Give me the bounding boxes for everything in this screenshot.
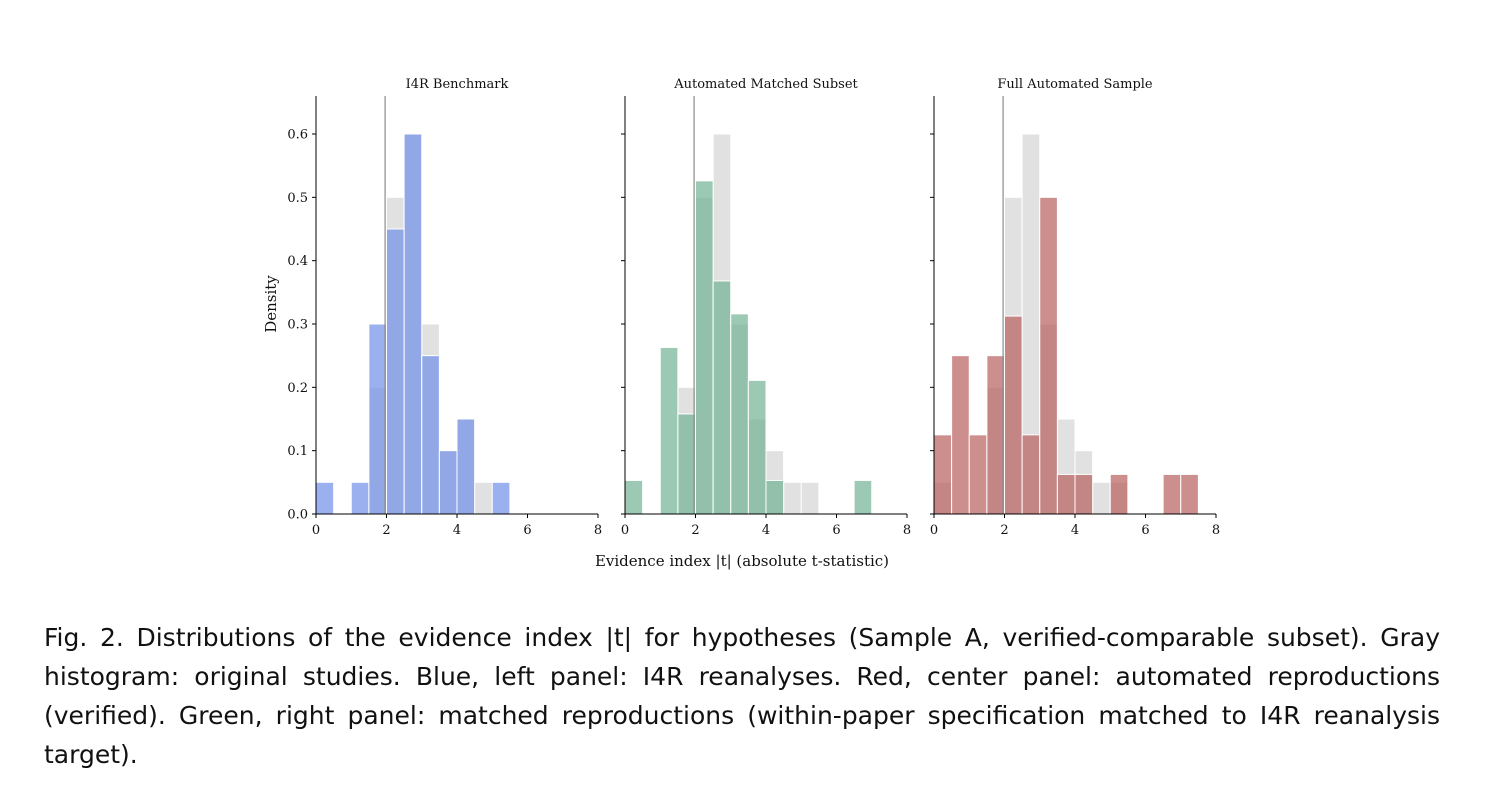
reproduction-bar xyxy=(747,379,767,515)
figure-caption: Fig. 2. Distributions of the evidence in… xyxy=(44,618,1440,774)
caption-text: Distributions of the evidence index |t| … xyxy=(44,623,1448,769)
reproduction-bar xyxy=(968,434,988,515)
y-tick-label: 0.5 xyxy=(287,191,308,206)
reproduction-bar xyxy=(456,418,476,515)
x-tick-label: 6 xyxy=(832,523,840,538)
x-tick-label: 8 xyxy=(1212,523,1220,538)
reproduction-bar xyxy=(315,481,335,515)
reproduction-bar xyxy=(403,133,423,515)
reproduction-bar xyxy=(677,413,696,515)
reproduction-bar xyxy=(951,355,970,515)
x-axis-label: Evidence index |t| (absolute t-statistic… xyxy=(595,552,889,570)
x-tick-label: 2 xyxy=(691,523,699,538)
histogram-figure: Density Evidence index |t| (absolute t-s… xyxy=(262,77,1220,570)
caption-label: Fig. 2. xyxy=(44,623,124,652)
x-tick-label: 8 xyxy=(594,523,602,538)
x-tick-label: 0 xyxy=(312,523,320,538)
reproduction-bar xyxy=(386,228,405,515)
panel-title: Full Automated Sample xyxy=(997,77,1153,92)
reproduction-bar xyxy=(730,313,749,515)
reproduction-bar xyxy=(765,479,785,515)
x-tick-label: 4 xyxy=(762,523,770,538)
original-bar xyxy=(1092,481,1111,515)
original-bar xyxy=(800,481,820,515)
y-tick-label: 0.0 xyxy=(287,508,308,523)
y-tick-label: 0.4 xyxy=(287,254,308,269)
reproduction-bar xyxy=(712,280,732,515)
panel-title: I4R Benchmark xyxy=(406,77,509,92)
y-tick-label: 0.6 xyxy=(287,128,308,143)
reproduction-bar xyxy=(1180,473,1199,515)
reproduction-bar xyxy=(1056,473,1076,515)
reproduction-bar xyxy=(853,479,873,515)
reproduction-bar xyxy=(1162,473,1182,515)
reproduction-bar xyxy=(659,346,679,515)
reproduction-bar xyxy=(350,481,370,515)
reproduction-bar xyxy=(438,450,458,515)
reproduction-bar xyxy=(421,355,440,515)
original-bar xyxy=(474,481,493,515)
reproduction-bar xyxy=(1109,473,1129,515)
reproduction-bar xyxy=(368,323,387,515)
x-tick-label: 2 xyxy=(382,523,390,538)
reproduction-bar xyxy=(1074,473,1094,515)
x-tick-label: 0 xyxy=(930,523,938,538)
reproduction-bar xyxy=(624,479,644,515)
x-tick-label: 2 xyxy=(1000,523,1008,538)
reproduction-bar xyxy=(1021,434,1041,515)
y-axis-label: Density xyxy=(262,275,280,333)
reproduction-bar xyxy=(1004,315,1023,515)
y-tick-label: 0.1 xyxy=(287,444,308,459)
reproduction-bar xyxy=(1039,196,1058,515)
panel-title: Automated Matched Subset xyxy=(673,77,858,92)
y-tick-label: 0.3 xyxy=(287,318,308,333)
y-tick-label: 0.2 xyxy=(287,381,308,396)
x-tick-label: 6 xyxy=(1141,523,1149,538)
reproduction-bar xyxy=(933,434,953,515)
reproduction-bar xyxy=(491,481,511,515)
original-bar xyxy=(783,481,802,515)
x-tick-label: 0 xyxy=(621,523,629,538)
x-tick-label: 4 xyxy=(453,523,461,538)
x-tick-label: 6 xyxy=(523,523,531,538)
reproduction-bar xyxy=(695,180,714,515)
x-tick-label: 8 xyxy=(903,523,911,538)
reproduction-bar xyxy=(986,355,1005,515)
x-tick-label: 4 xyxy=(1071,523,1079,538)
